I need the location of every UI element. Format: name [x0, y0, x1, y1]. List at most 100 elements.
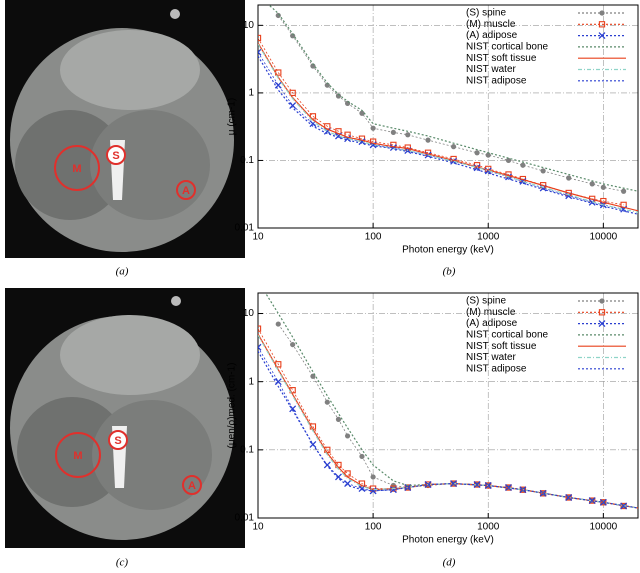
y-tick-label: 0.01 [235, 223, 255, 234]
x-tick-label: 10 [252, 232, 264, 243]
marker [589, 181, 595, 187]
x-tick-label: 10000 [589, 522, 617, 533]
marker [258, 343, 262, 351]
series-line [258, 37, 624, 206]
x-tick-label: 1000 [477, 522, 500, 533]
marker [258, 48, 262, 56]
marker [390, 129, 396, 136]
legend-marker [598, 21, 606, 28]
legend-label: NIST cortical bone [466, 42, 549, 53]
y-tick-label: 0.1 [240, 155, 254, 166]
legend-label: (S) spine [466, 8, 506, 19]
y-tick-label: 1 [248, 376, 254, 387]
y-tick-label: 10 [243, 308, 255, 319]
legend-marker [598, 320, 606, 328]
marker [540, 168, 546, 174]
marker [485, 152, 491, 158]
image-label: M [72, 163, 81, 175]
y-tick-label: 0.1 [240, 444, 254, 455]
marker [566, 175, 572, 181]
marker [370, 125, 376, 131]
plot-frame [257, 4, 639, 229]
series-layer [258, 5, 638, 215]
marker [258, 34, 262, 42]
image-label: M [73, 450, 82, 462]
y-tick-label: 10 [243, 20, 255, 31]
series-line [258, 55, 638, 215]
legend-marker [598, 32, 606, 40]
marker [290, 341, 296, 348]
plot-area [258, 5, 638, 228]
x-tick-label: 100 [365, 232, 382, 243]
image-label: S [112, 150, 119, 162]
series-line [258, 51, 624, 210]
marker [359, 110, 365, 116]
series-line [258, 43, 638, 213]
marker [335, 473, 342, 481]
marker [324, 399, 330, 405]
marker [290, 33, 296, 39]
marker [405, 132, 411, 138]
x-axis-label: Photon energy (keV) [402, 245, 494, 256]
legend-label: NIST cortical bone [466, 330, 549, 341]
ct-image [5, 288, 245, 548]
marker [275, 12, 281, 19]
legend-label: (S) spine [466, 296, 506, 307]
marker [324, 82, 330, 88]
legend-label: (M) muscle [466, 307, 516, 318]
legend-label: NIST adipose [466, 363, 527, 374]
marker [335, 416, 342, 422]
legend-label: NIST water [466, 352, 516, 363]
y-tick-label: 1 [248, 88, 254, 99]
caption: (a) [116, 266, 129, 278]
legend-label: (A) adipose [466, 30, 518, 41]
legend-label: NIST water [466, 64, 516, 75]
legend-label: NIST adipose [466, 75, 527, 86]
legend-marker [598, 309, 606, 316]
series-layer [258, 293, 638, 510]
x-tick-label: 1000 [477, 232, 500, 243]
plot-area [258, 293, 638, 518]
marker [344, 100, 351, 106]
legend-marker [599, 10, 605, 16]
series-line [258, 350, 638, 509]
x-tick-label: 100 [365, 522, 382, 533]
y-axis-label: (μen/ρ)med. (cm-1) [227, 363, 238, 449]
marker [258, 325, 262, 332]
marker [600, 184, 606, 190]
marker [621, 188, 627, 194]
x-tick-label: 10000 [589, 232, 617, 243]
series-line [258, 334, 638, 509]
marker [344, 433, 351, 439]
legend-label: NIST soft tissue [466, 53, 537, 64]
legend-label: (M) muscle [466, 19, 516, 30]
marker [505, 157, 512, 164]
marker [289, 89, 296, 97]
plot-frame [257, 292, 639, 519]
y-axis-label: μ (cm-1) [227, 98, 238, 135]
series-line [268, 5, 638, 192]
caption: (c) [116, 557, 129, 569]
caption: (b) [443, 266, 456, 278]
marker [370, 474, 376, 480]
legend-marker [599, 298, 605, 304]
caption: (d) [443, 557, 456, 569]
marker [520, 162, 526, 168]
y-tick-label: 0.01 [235, 513, 255, 524]
marker [389, 144, 397, 152]
ct-image [5, 0, 245, 258]
x-tick-label: 10 [252, 522, 264, 533]
image-label: S [114, 435, 121, 447]
x-axis-label: Photon energy (keV) [402, 535, 494, 546]
legend-label: NIST soft tissue [466, 341, 537, 352]
legend-label: (A) adipose [466, 318, 518, 329]
marker [275, 321, 281, 327]
image-label: A [182, 185, 190, 197]
image-label: A [188, 480, 196, 492]
marker [450, 144, 457, 150]
marker [425, 137, 431, 143]
marker [359, 453, 365, 460]
marker [474, 150, 480, 156]
series-line [258, 42, 638, 212]
